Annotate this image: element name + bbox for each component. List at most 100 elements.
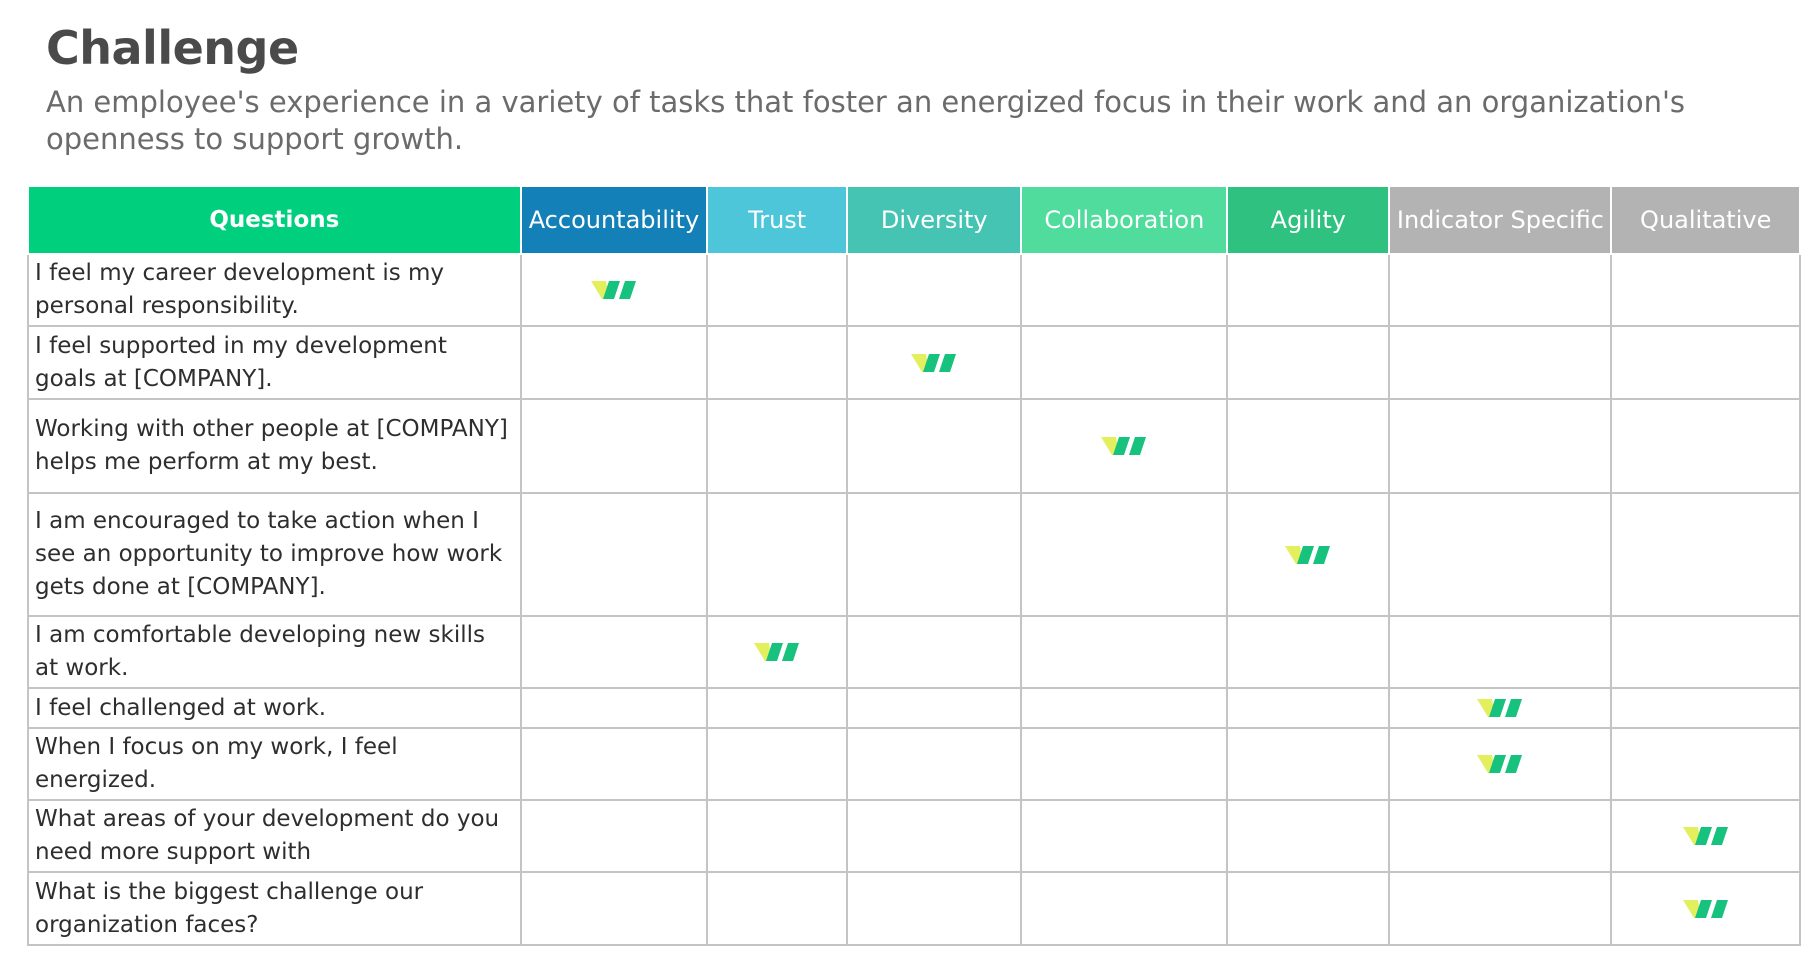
leaf-check-icon xyxy=(1477,699,1523,717)
category-cell xyxy=(706,492,849,617)
column-header-qualitative: Qualitative xyxy=(1610,185,1801,255)
category-cell xyxy=(519,398,709,494)
category-cell xyxy=(1388,325,1613,400)
category-cell xyxy=(1388,492,1613,617)
category-cell xyxy=(706,687,849,729)
question-text: What is the biggest challenge our organi… xyxy=(27,871,522,946)
leaf-check-icon xyxy=(754,643,800,661)
column-header-indicator-specific: Indicator Specific xyxy=(1388,185,1613,255)
leaf-check-icon xyxy=(590,281,636,299)
category-cell xyxy=(846,871,1023,946)
category-cell xyxy=(1610,325,1801,400)
category-cell xyxy=(1388,687,1613,729)
category-cell xyxy=(1020,615,1229,689)
category-cell xyxy=(846,727,1023,801)
table-row: I am encouraged to take action when I se… xyxy=(27,492,1801,617)
question-text: Working with other people at [COMPANY] h… xyxy=(27,398,522,494)
category-cell xyxy=(1226,799,1391,873)
category-cell xyxy=(1020,799,1229,873)
category-cell xyxy=(1388,253,1613,327)
category-cell xyxy=(846,325,1023,400)
column-header-agility: Agility xyxy=(1226,185,1391,255)
category-cell xyxy=(1226,492,1391,617)
category-cell xyxy=(846,398,1023,494)
category-cell xyxy=(1610,492,1801,617)
category-cell xyxy=(1388,727,1613,801)
question-text: I am comfortable developing new skills a… xyxy=(27,615,522,689)
leaf-check-icon xyxy=(1682,827,1728,845)
category-cell xyxy=(1610,727,1801,801)
question-text: I am encouraged to take action when I se… xyxy=(27,492,522,617)
table-row: When I focus on my work, I feel energize… xyxy=(27,727,1801,801)
category-cell xyxy=(706,799,849,873)
category-cell xyxy=(519,727,709,801)
category-cell xyxy=(519,492,709,617)
question-text: When I focus on my work, I feel energize… xyxy=(27,727,522,801)
category-cell xyxy=(706,615,849,689)
category-cell xyxy=(1610,398,1801,494)
category-cell xyxy=(1020,325,1229,400)
category-cell xyxy=(846,253,1023,327)
category-cell xyxy=(1020,687,1229,729)
category-cell xyxy=(1610,799,1801,873)
category-cell xyxy=(1226,325,1391,400)
question-text: What areas of your development do you ne… xyxy=(27,799,522,873)
category-cell xyxy=(846,492,1023,617)
category-cell xyxy=(706,398,849,494)
category-cell xyxy=(1020,492,1229,617)
question-text: I feel supported in my development goals… xyxy=(27,325,522,400)
category-cell xyxy=(1388,799,1613,873)
leaf-check-icon xyxy=(911,353,957,372)
category-cell xyxy=(1226,687,1391,729)
category-cell xyxy=(706,253,849,327)
table-body: I feel my career development is my perso… xyxy=(27,253,1801,946)
question-text: I feel my career development is my perso… xyxy=(27,253,522,327)
category-cell xyxy=(1226,398,1391,494)
category-cell xyxy=(1020,253,1229,327)
column-header-accountability: Accountability xyxy=(519,185,709,255)
category-cell xyxy=(519,325,709,400)
category-cell xyxy=(519,799,709,873)
category-cell xyxy=(1610,871,1801,946)
page-subtitle: An employee's experience in a variety of… xyxy=(46,85,1686,156)
table-row: I feel supported in my development goals… xyxy=(27,325,1801,400)
table-row: I feel my career development is my perso… xyxy=(27,253,1801,327)
column-header-questions: Questions xyxy=(27,185,522,255)
column-header-trust: Trust xyxy=(706,185,849,255)
table-row: Working with other people at [COMPANY] h… xyxy=(27,398,1801,494)
category-cell xyxy=(706,871,849,946)
category-cell xyxy=(519,253,709,327)
question-text: I feel challenged at work. xyxy=(27,687,522,729)
category-cell xyxy=(706,727,849,801)
page-title: Challenge xyxy=(46,21,299,75)
leaf-check-icon xyxy=(1682,899,1728,918)
column-header-collaboration: Collaboration xyxy=(1020,185,1229,255)
column-header-diversity: Diversity xyxy=(846,185,1023,255)
leaf-check-icon xyxy=(1101,437,1147,455)
category-cell xyxy=(1020,398,1229,494)
category-cell xyxy=(1020,727,1229,801)
leaf-check-icon xyxy=(1285,545,1331,564)
table-row: What areas of your development do you ne… xyxy=(27,799,1801,873)
category-cell xyxy=(1020,871,1229,946)
category-cell xyxy=(846,687,1023,729)
category-cell xyxy=(1226,871,1391,946)
category-cell xyxy=(1226,615,1391,689)
table-row: I feel challenged at work. xyxy=(27,687,1801,729)
leaf-check-icon xyxy=(1477,755,1523,773)
category-cell xyxy=(1226,253,1391,327)
category-cell xyxy=(1610,253,1801,327)
category-cell xyxy=(1610,687,1801,729)
category-cell xyxy=(1388,871,1613,946)
category-cell xyxy=(519,615,709,689)
category-cell xyxy=(519,871,709,946)
category-cell xyxy=(846,615,1023,689)
category-cell xyxy=(706,325,849,400)
category-cell xyxy=(846,799,1023,873)
table-row: I am comfortable developing new skills a… xyxy=(27,615,1801,689)
category-cell xyxy=(1388,398,1613,494)
category-cell xyxy=(1226,727,1391,801)
category-cell xyxy=(519,687,709,729)
table-header-row: Questions Accountability Trust Diversity Col… xyxy=(27,185,1801,255)
table-row: What is the biggest challenge our organi… xyxy=(27,871,1801,946)
